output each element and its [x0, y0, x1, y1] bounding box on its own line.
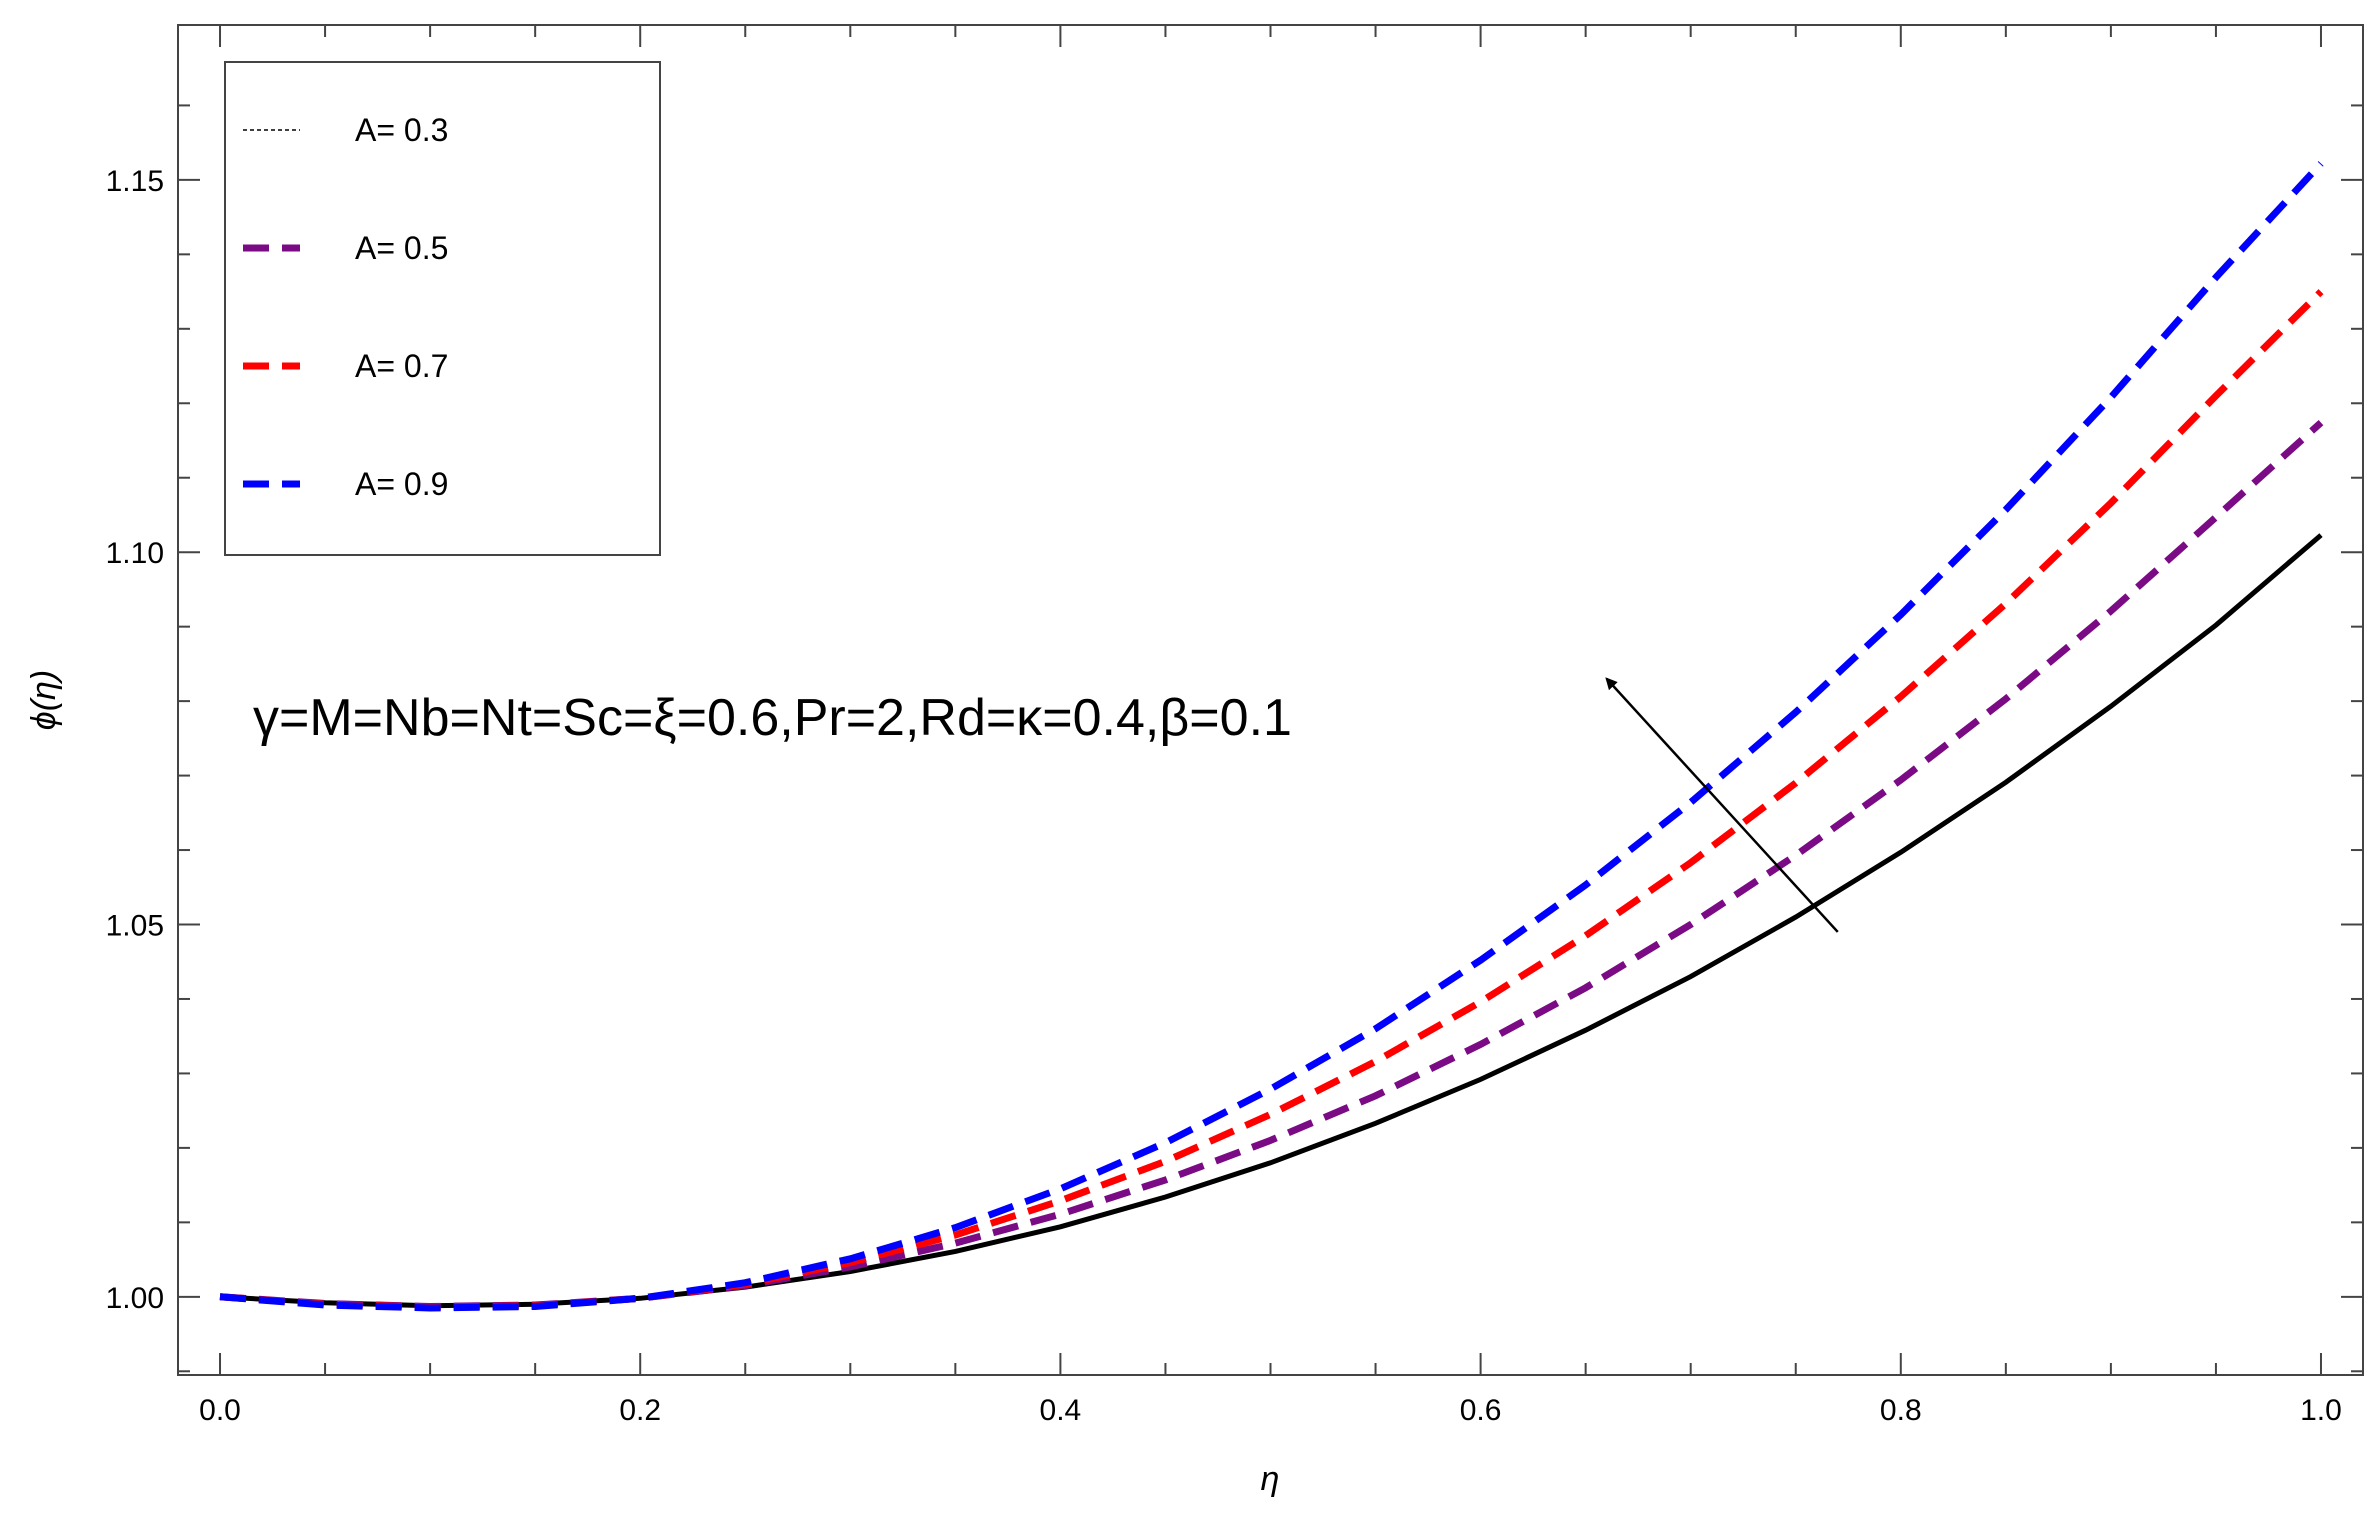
legend-label-3: A= 0.7	[355, 348, 448, 384]
y-axis-label: ϕ(η)	[25, 670, 63, 730]
x-tick-label: 0.0	[199, 1394, 241, 1427]
legend: A= 0.3 A= 0.5 A= 0.7 A= 0.9	[224, 61, 661, 556]
trend-arrow	[1605, 677, 1839, 933]
x-tick-label: 0.6	[1460, 1394, 1502, 1427]
series-line-2	[219, 419, 2324, 1311]
x-tick-label: 1.0	[2300, 1394, 2342, 1427]
x-tick-label: 0.2	[619, 1394, 661, 1427]
series-lines	[219, 161, 2324, 1312]
y-tick-label: 1.10	[106, 537, 164, 570]
parameter-annotation: γ=M=Nb=Nt=Sc=ξ=0.6,Pr=2,Rd=κ=0.4,β=0.1	[253, 689, 1292, 747]
legend-box	[224, 61, 661, 556]
x-tick-label: 0.8	[1880, 1394, 1922, 1427]
legend-label-2: A= 0.5	[355, 230, 448, 266]
x-axis-label: η	[1261, 1460, 1280, 1498]
x-tick-label: 0.4	[1040, 1394, 1082, 1427]
y-tick-label: 1.00	[106, 1282, 164, 1315]
axis-tick-labels: 0.0 0.2 0.4 0.6 0.8 1.0 1.00 1.05 1.10 1.15	[106, 165, 2342, 1427]
y-tick-label: 1.15	[106, 165, 164, 198]
series-line-3	[219, 289, 2324, 1311]
series-line-1	[219, 533, 2323, 1309]
y-tick-label: 1.05	[106, 910, 164, 943]
legend-label-4: A= 0.9	[355, 466, 448, 502]
axis-ticks	[178, 25, 2363, 1375]
legend-label-1: A= 0.3	[355, 112, 448, 148]
